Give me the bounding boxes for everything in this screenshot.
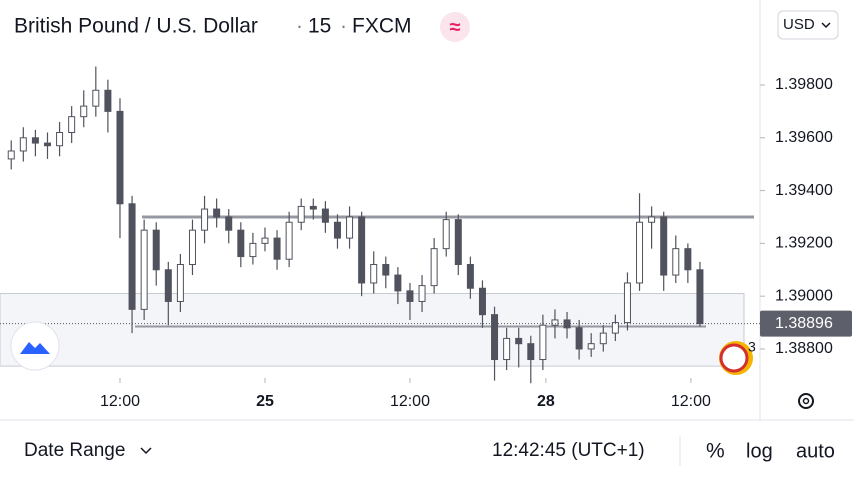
candle-body	[382, 263, 390, 276]
symbol-title: British Pound / U.S. Dollar	[14, 15, 258, 38]
candle-body	[176, 263, 184, 302]
candle-body	[623, 282, 631, 324]
y-tick-label: 1.39800	[775, 76, 833, 93]
candle-body	[19, 137, 27, 152]
x-tick-label: 12:00	[390, 393, 430, 410]
candle-body	[515, 337, 523, 345]
candle-body	[261, 237, 269, 244]
candle-body	[333, 221, 341, 239]
candle-body	[152, 229, 160, 271]
currency-label: USD	[783, 16, 815, 33]
candle-body	[128, 203, 136, 310]
candle-body	[575, 327, 583, 350]
percent-button[interactable]: %	[706, 440, 725, 463]
candle-body	[611, 322, 619, 334]
candle-body	[503, 337, 511, 361]
clock: 12:42:45 (UTC+1)	[492, 440, 645, 461]
candle-body	[636, 221, 644, 284]
candle-body	[80, 105, 88, 118]
candle-body	[43, 142, 51, 147]
x-tick-label: 12:00	[671, 393, 711, 410]
candle-body	[285, 221, 293, 260]
candle-body	[442, 219, 450, 250]
candle-body	[140, 229, 148, 310]
price-zone	[0, 293, 745, 367]
separator: ·	[296, 15, 303, 38]
candle-body	[370, 263, 378, 284]
date-range-button[interactable]: Date Range	[24, 440, 125, 461]
candle-body	[31, 137, 39, 144]
candle-body	[346, 216, 354, 239]
settings-icon[interactable]	[798, 393, 814, 409]
x-tick-label: 25	[256, 393, 274, 410]
market-status-icon: ≈	[450, 16, 461, 38]
candle-body	[466, 263, 474, 289]
candle-body	[237, 229, 245, 258]
logo-icon	[20, 342, 50, 354]
y-tick-label: 1.39400	[775, 182, 833, 199]
y-tick-label: 1.39200	[775, 235, 833, 252]
candle-body	[225, 216, 233, 231]
candle-body	[478, 287, 486, 316]
separator: ·	[340, 15, 347, 38]
last-price-label: 1.38896	[775, 315, 833, 332]
candle-body	[309, 205, 317, 210]
x-tick-label: 28	[537, 393, 555, 410]
candle-body	[418, 285, 426, 302]
candle-body	[213, 208, 221, 218]
logo-button[interactable]	[10, 321, 60, 371]
candle-body	[104, 89, 112, 112]
candle-body	[527, 343, 535, 361]
candle-body	[672, 248, 680, 276]
candle-body	[660, 216, 668, 276]
x-tick-label: 12:00	[100, 393, 140, 410]
candle-body	[696, 269, 704, 325]
candle-body	[684, 248, 692, 271]
candle-body	[454, 219, 462, 265]
candle-body	[188, 229, 196, 265]
candle-body	[116, 110, 124, 205]
candle-body	[599, 332, 607, 345]
candle-body	[164, 269, 172, 302]
candle-body	[297, 205, 305, 223]
candle-body	[273, 237, 281, 260]
event-flag-inner	[719, 343, 749, 373]
interval: 15	[308, 15, 331, 38]
last-price-box	[760, 310, 852, 337]
candle-body	[539, 324, 547, 361]
candle-body	[430, 248, 438, 287]
candle-body	[406, 290, 414, 302]
candle-body	[321, 208, 329, 223]
candle-body	[7, 150, 15, 160]
market-status-badge[interactable]	[440, 12, 470, 42]
y-tick-label: 1.39000	[775, 287, 833, 304]
y-tick-label: 1.39600	[775, 129, 833, 146]
log-button[interactable]: log	[746, 440, 773, 462]
candle-body	[92, 89, 100, 107]
event-count: 3	[748, 339, 756, 355]
candle-body	[587, 343, 595, 350]
candle-body	[394, 274, 402, 292]
candle-body	[551, 319, 559, 326]
candle-body	[358, 216, 366, 284]
currency-chevron	[821, 22, 831, 29]
exchange: FXCM	[352, 15, 412, 38]
candle-body	[201, 208, 209, 231]
candle-body	[56, 132, 64, 147]
currency-button[interactable]	[777, 10, 839, 40]
candle-body	[68, 116, 76, 134]
candle-body	[491, 314, 499, 361]
y-tick-label: 1.38800	[775, 340, 833, 357]
date-range-chevron	[140, 447, 152, 455]
auto-button[interactable]: auto	[796, 440, 835, 462]
candle-body	[648, 216, 656, 223]
candle-body	[249, 242, 257, 258]
